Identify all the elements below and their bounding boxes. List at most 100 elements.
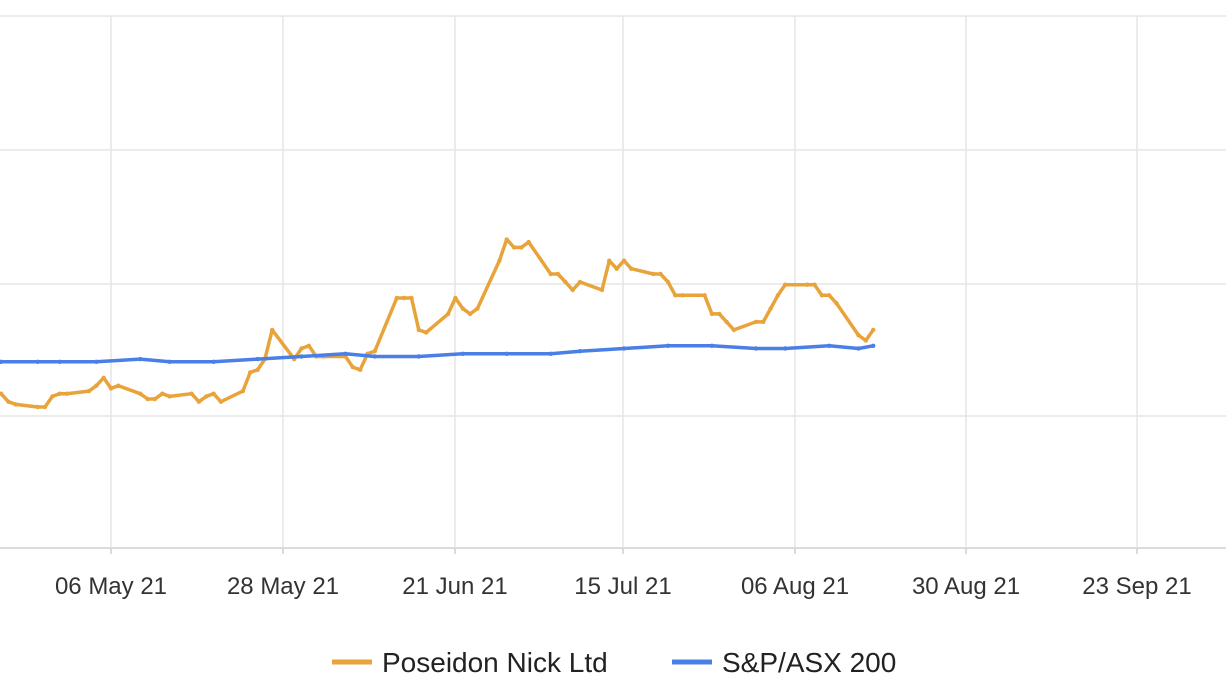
data-point — [218, 399, 224, 404]
data-point — [621, 346, 627, 351]
series-layer — [0, 237, 876, 410]
data-point — [94, 359, 99, 364]
data-point — [497, 258, 502, 263]
data-point — [871, 343, 876, 348]
data-point — [138, 356, 143, 362]
data-point — [116, 383, 121, 388]
data-point — [101, 375, 106, 380]
data-point — [863, 338, 868, 343]
data-point — [240, 388, 246, 394]
data-point — [255, 367, 260, 372]
data-point — [548, 351, 553, 356]
data-point — [299, 354, 304, 359]
data-point — [152, 396, 158, 402]
data-point — [108, 386, 114, 391]
data-point — [394, 295, 399, 301]
series-asx200 — [0, 343, 876, 364]
data-point — [731, 327, 737, 333]
data-point — [306, 343, 312, 348]
legend-item-poseidon[interactable]: Poseidon Nick Ltd — [332, 647, 608, 678]
data-point — [35, 359, 40, 364]
data-point — [680, 293, 685, 298]
data-point — [423, 330, 429, 335]
data-point — [717, 311, 722, 317]
series-poseidon — [0, 237, 876, 410]
data-point — [577, 349, 583, 354]
data-point — [856, 346, 861, 351]
x-tick-label: 30 Aug 21 — [912, 573, 1020, 600]
data-point — [709, 343, 715, 348]
data-point — [255, 356, 260, 362]
data-point — [658, 271, 663, 277]
data-point — [248, 370, 253, 375]
data-point — [511, 245, 517, 250]
data-point — [702, 293, 707, 298]
data-point — [445, 311, 451, 317]
data-point — [783, 282, 788, 287]
data-point — [57, 391, 62, 396]
legend-item-asx200[interactable]: S&P/ASX 200 — [672, 647, 896, 678]
data-point — [504, 351, 509, 356]
data-point — [753, 346, 759, 351]
data-point — [13, 402, 18, 407]
data-point — [665, 343, 671, 348]
data-point — [270, 327, 275, 333]
data-point — [138, 391, 143, 396]
data-point — [204, 394, 209, 399]
data-point — [819, 293, 825, 298]
data-point — [343, 351, 348, 356]
x-tick-label: 15 Jul 21 — [574, 573, 671, 600]
data-point — [475, 306, 480, 311]
data-point — [607, 258, 612, 263]
data-point — [453, 295, 458, 301]
data-point — [775, 293, 781, 298]
legend-label-poseidon: Poseidon Nick Ltd — [382, 647, 608, 678]
data-point — [768, 306, 773, 311]
x-tick-label: 23 Sep 21 — [1082, 573, 1191, 600]
data-point — [555, 271, 561, 277]
x-tick-label: 21 Jun 21 — [402, 573, 507, 600]
data-point — [358, 367, 363, 372]
data-point — [350, 364, 355, 370]
data-point — [665, 279, 671, 285]
data-point — [299, 346, 304, 351]
data-point — [145, 396, 150, 402]
data-point — [50, 394, 55, 399]
data-point — [724, 319, 729, 325]
data-point — [86, 388, 92, 394]
data-point — [6, 399, 11, 404]
data-point — [467, 311, 473, 317]
data-point — [871, 327, 876, 333]
data-point — [827, 343, 832, 348]
data-point — [629, 266, 634, 271]
data-point — [834, 301, 839, 306]
data-point — [548, 271, 553, 277]
x-tick-label: 06 Aug 21 — [741, 573, 849, 600]
data-point — [827, 293, 832, 298]
grid — [0, 15, 1226, 549]
data-point — [189, 391, 194, 396]
data-point — [577, 279, 583, 285]
data-point — [64, 391, 70, 396]
data-point — [196, 399, 202, 404]
data-point — [504, 237, 509, 242]
series-line[interactable] — [0, 237, 875, 409]
series-line[interactable] — [0, 344, 875, 364]
data-point — [460, 351, 465, 356]
data-point — [211, 359, 216, 364]
data-point — [460, 306, 465, 311]
data-point — [805, 282, 810, 287]
x-axis: 06 May 21 28 May 21 21 Jun 21 15 Jul 21 06 A… — [55, 548, 1192, 600]
data-point — [614, 266, 619, 271]
data-point — [211, 391, 216, 396]
data-point — [812, 282, 817, 287]
data-point — [563, 279, 568, 285]
data-point — [416, 327, 421, 333]
data-point — [35, 404, 40, 410]
data-point — [599, 287, 605, 293]
data-point — [856, 333, 861, 338]
legend-label-asx200: S&P/ASX 200 — [722, 647, 896, 678]
data-point — [0, 391, 4, 396]
data-point — [526, 239, 531, 245]
